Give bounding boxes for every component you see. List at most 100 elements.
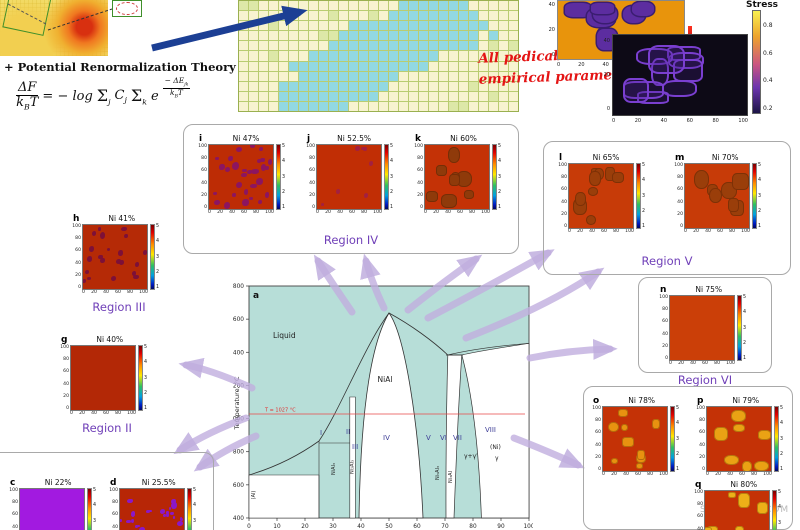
- liquidus-left: [248, 312, 390, 476]
- panel-colorbar: [670, 406, 675, 472]
- panel-x-ticks: 0 20 40 60 80 100: [82, 290, 148, 295]
- panel-x-ticks: 0 20 40 60 80 100: [70, 411, 136, 416]
- stress-map-1-yticks: 40 20 0: [548, 2, 555, 58]
- heatmap-panel-m: m Ni 70% 100 80 60 40 20 0 5 4 3 2 1 0 20 40 60 80 100: [674, 152, 766, 235]
- panel-title: Ni 79%: [732, 396, 760, 405]
- panel-title: Ni 40%: [96, 335, 124, 344]
- svg-text:100: 100: [523, 524, 533, 530]
- panel-colorbar: [150, 224, 155, 290]
- panel-colorbar: [87, 488, 92, 530]
- panel-colorbar: [737, 295, 742, 361]
- panel-x-ticks: 0 20 40 60 80 100: [706, 472, 772, 477]
- opq-group: o Ni 78% 100 80 60 40 20 0 5 4 3 2 1 0 20 40 60 80 100 p Ni …: [583, 386, 793, 530]
- region-label: Region V: [641, 254, 693, 268]
- svg-text:0: 0: [247, 524, 251, 530]
- unitcell-ellipse-icon: [116, 2, 138, 15]
- panel-title: Ni 52.5%: [337, 134, 371, 143]
- tline-label: T = 1027 °C: [264, 408, 296, 414]
- region-label: Region IV: [323, 233, 379, 247]
- panel-colorbar: [276, 144, 281, 210]
- panel-title: Ni 47%: [232, 134, 260, 143]
- y-axis-label: Temperature, °C: [233, 376, 241, 431]
- svg-text:1600: 1600: [233, 317, 244, 323]
- region-i: I: [320, 429, 322, 437]
- stress-colorbar: [752, 10, 761, 114]
- panel-x-ticks: 0 20 40 60 80 100: [568, 229, 634, 234]
- gamma-region: [461, 342, 530, 519]
- panel-colorbar: [772, 490, 777, 530]
- region-iii-group: h Ni 41% 100 80 60 40 20 0 5 4 3 2 1 0 20 40 60 80 100 Regi…: [60, 213, 178, 317]
- phase-field-map: [19, 488, 85, 530]
- panel-colorbar: [492, 144, 497, 210]
- region-label: Region II: [82, 421, 132, 435]
- panel-colorbar: [138, 345, 143, 411]
- lhs-fraction: ΔF kBT: [16, 80, 39, 112]
- panel-title: Ni 25.5%: [141, 478, 176, 487]
- panel-colorbar: [384, 144, 389, 210]
- phase-field-map: [684, 163, 750, 229]
- region-viii: VIII: [485, 426, 496, 434]
- panel-title: Ni 75%: [695, 285, 723, 294]
- cd-group: cNi 22%10080604020054321020406080100dNi …: [0, 452, 214, 530]
- phase-field-map: [706, 406, 772, 472]
- heatmap-panel-l: l Ni 65% 100 80 60 40 20 0 5 4 3 2 1 0 20 40 60 80 100: [558, 152, 650, 235]
- panel-x-ticks: 0 20 40 60 80 100: [316, 210, 382, 215]
- liquid-label: Liquid: [273, 331, 296, 340]
- phase-diagram-svg: 1800160014001200100080060040001020304050…: [229, 284, 535, 530]
- panel-letter: j: [307, 133, 311, 144]
- heatmap-panel-k: k Ni 60% 100 80 60 40 20 0 5 4 3 2 1 0 20 40 60 80 100: [414, 133, 506, 216]
- svg-text:20: 20: [301, 524, 309, 530]
- panel-title: Ni 70%: [711, 153, 739, 162]
- panel-colorbar: [187, 488, 192, 530]
- panel-letter: p: [697, 395, 704, 406]
- panel-x-ticks: 0 20 40 60 80 100: [602, 472, 668, 477]
- phase-field-map: [568, 163, 634, 229]
- panel-letter: g: [61, 334, 68, 345]
- heatmap-panel-g: g Ni 40% 100 80 60 40 20 0 5 4 3 2 1 0 20 40 60 80 100: [60, 334, 152, 417]
- panel-title: Ni 78%: [628, 396, 655, 405]
- panel-colorbar: [636, 163, 641, 229]
- panel-colorbar: [774, 406, 779, 472]
- panel-title: Ni 80%: [730, 480, 758, 489]
- svg-text:400: 400: [233, 516, 244, 522]
- panel-x-ticks: 0 20 40 60 80 100: [669, 361, 735, 366]
- panel-letter: k: [415, 133, 421, 144]
- gamma-gamma-label: γ+γ′: [464, 453, 478, 460]
- phase-field-map: [119, 488, 185, 530]
- stress-map-2-yticks: 40 20 0: [603, 38, 610, 112]
- svg-text:1800: 1800: [233, 284, 244, 290]
- equals-log: = − log: [42, 89, 93, 105]
- panel-colorbar: [752, 163, 757, 229]
- panel-letter: c: [10, 477, 16, 488]
- lattice-box-icon: [2, 0, 52, 36]
- svg-text:1400: 1400: [233, 350, 244, 356]
- liquidus-right: [388, 312, 449, 356]
- phase-field-map: [669, 295, 735, 361]
- heatmap-panel-j: j Ni 52.5% 100 80 60 40 20 0 5 4 3 2 1 0 20 40 60 80 100: [306, 133, 398, 216]
- panel-letter: l: [559, 152, 563, 163]
- panel-letter: o: [593, 395, 600, 406]
- ni2al3-region: [349, 396, 356, 519]
- potential-energy-map: [0, 0, 108, 56]
- sum-k: Σk: [130, 86, 147, 108]
- region-ii-group: g Ni 40% 100 80 60 40 20 0 5 4 3 2 1 0 20 40 60 80 100 Regi…: [48, 334, 166, 438]
